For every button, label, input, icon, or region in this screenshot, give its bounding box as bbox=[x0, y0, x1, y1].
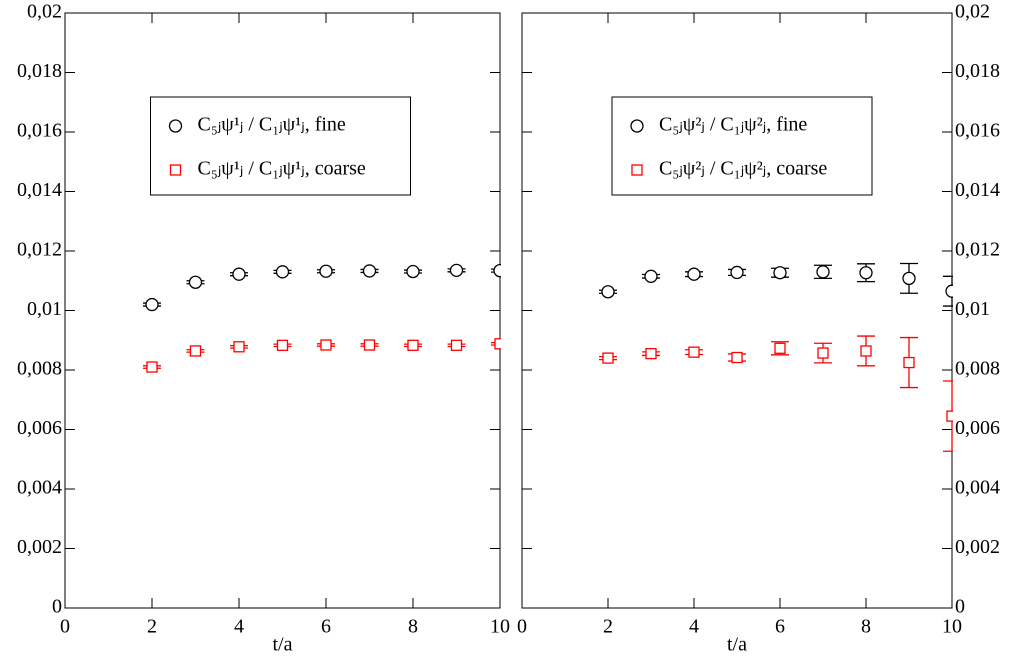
marker bbox=[188, 275, 203, 289]
legend-marker bbox=[168, 119, 183, 133]
marker bbox=[362, 264, 377, 278]
marker bbox=[407, 339, 419, 351]
marker bbox=[731, 351, 743, 364]
x-tick-label: 2 bbox=[603, 616, 613, 638]
x-tick-label: 8 bbox=[861, 616, 871, 638]
y-tick-label: 0 bbox=[52, 596, 62, 618]
marker bbox=[730, 265, 744, 280]
panel: 0 2 4 6 8 10 t/a 0 0,002 0,004 0,006 0,008 0,01 0,012… bbox=[517, 1, 1000, 656]
x-tick-label: 6 bbox=[775, 616, 785, 638]
y-tick-label: 0,014 bbox=[955, 179, 1000, 201]
y-tick-label: 0,014 bbox=[17, 179, 62, 201]
y-tick-label: 0,02 bbox=[27, 1, 62, 23]
legend-label: C₅ⱼψ²ⱼ / C₁ⱼψ²ⱼ, coarse bbox=[659, 158, 827, 180]
marker bbox=[816, 265, 830, 279]
x-tick-label: 4 bbox=[689, 616, 699, 638]
x-tick-label: 2 bbox=[147, 616, 157, 638]
x-tick-label: 8 bbox=[408, 616, 418, 638]
x-tick-label: 4 bbox=[234, 616, 244, 638]
y-tick-label: 0,006 bbox=[17, 417, 62, 439]
marker bbox=[860, 345, 872, 357]
legend-marker bbox=[631, 164, 643, 176]
marker bbox=[275, 265, 290, 279]
x-tick-label: 0 bbox=[60, 616, 70, 638]
marker bbox=[903, 356, 915, 369]
y-tick-label: 0,01 bbox=[27, 298, 62, 320]
y-tick-label: 0,016 bbox=[955, 120, 1000, 142]
marker bbox=[817, 347, 829, 359]
marker bbox=[645, 347, 657, 360]
y-tick-label: 0 bbox=[955, 596, 965, 618]
y-tick-label: 0,012 bbox=[17, 239, 62, 261]
marker bbox=[493, 263, 501, 278]
y-tick-label: 0,018 bbox=[955, 60, 1000, 82]
panel: 0 2 4 6 8 10 t/a 0 0,002 0,004 0,006 0,008 0,01 0,012… bbox=[17, 1, 510, 656]
legend-label: C₅ⱼψ²ⱼ / C₁ⱼψ²ⱼ, fine bbox=[659, 114, 807, 136]
legend-label: C₅ⱼψ¹ⱼ / C₁ⱼψ¹ⱼ, coarse bbox=[198, 158, 366, 180]
x-axis-label: t/a bbox=[727, 634, 747, 656]
x-tick-label: 0 bbox=[517, 616, 527, 638]
marker bbox=[902, 271, 916, 286]
marker bbox=[773, 266, 787, 280]
marker bbox=[602, 352, 614, 364]
marker bbox=[233, 341, 245, 353]
x-axis-label: t/a bbox=[273, 634, 293, 656]
data-layer bbox=[143, 263, 501, 373]
x-tick-label: 10 bbox=[942, 616, 962, 638]
marker bbox=[406, 264, 420, 279]
marker bbox=[189, 345, 202, 357]
marker bbox=[859, 266, 873, 280]
marker bbox=[945, 284, 953, 298]
marker bbox=[146, 361, 158, 373]
marker bbox=[688, 346, 700, 358]
x-tick-label: 10 bbox=[490, 616, 510, 638]
y-tick-label: 0,008 bbox=[17, 358, 62, 380]
y-tick-label: 0,002 bbox=[17, 536, 62, 558]
marker bbox=[363, 339, 376, 351]
x-tick-label: 6 bbox=[321, 616, 331, 638]
legend-box bbox=[150, 96, 411, 196]
marker bbox=[774, 342, 786, 354]
y-tick-label: 0,002 bbox=[955, 536, 1000, 558]
y-tick-label: 0,008 bbox=[955, 358, 1000, 380]
y-tick-label: 0,02 bbox=[955, 1, 990, 23]
legend: C₅ⱼψ²ⱼ / C₁ⱼψ²ⱼ, fine C₅ⱼψ²ⱼ / C₁ⱼψ²ⱼ, co… bbox=[611, 96, 873, 196]
marker bbox=[687, 267, 701, 281]
y-tick-label: 0,006 bbox=[955, 417, 1000, 439]
data-layer bbox=[599, 262, 953, 452]
marker bbox=[946, 410, 953, 422]
y-tick-label: 0,004 bbox=[17, 477, 62, 499]
y-tick-label: 0,016 bbox=[17, 120, 62, 142]
y-tick-label: 0,012 bbox=[955, 239, 1000, 261]
legend-box bbox=[611, 96, 873, 196]
marker bbox=[232, 267, 246, 281]
marker bbox=[644, 269, 658, 283]
y-tick-label: 0,01 bbox=[955, 298, 990, 320]
y-tick-label: 0,004 bbox=[955, 477, 1000, 499]
marker bbox=[320, 339, 332, 351]
marker bbox=[601, 285, 615, 299]
marker bbox=[494, 338, 501, 350]
y-tick-label: 0,018 bbox=[17, 60, 62, 82]
marker bbox=[449, 263, 464, 277]
legend-marker bbox=[169, 164, 182, 176]
marker bbox=[276, 339, 289, 351]
legend-marker bbox=[630, 119, 644, 133]
marker bbox=[450, 339, 463, 351]
legend-label: C₅ⱼψ¹ⱼ / C₁ⱼψ¹ⱼ, fine bbox=[198, 114, 346, 136]
marker bbox=[319, 264, 333, 278]
marker bbox=[145, 297, 159, 312]
legend: C₅ⱼψ¹ⱼ / C₁ⱼψ¹ⱼ, fine C₅ⱼψ¹ⱼ / C₁ⱼψ¹ⱼ, co… bbox=[150, 96, 411, 196]
